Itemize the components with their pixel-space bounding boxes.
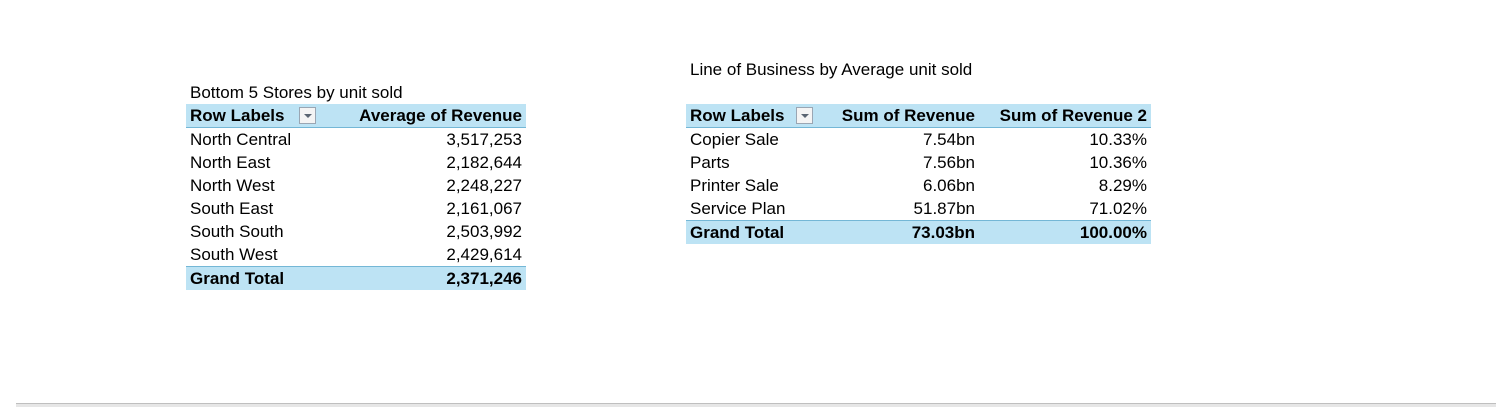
table-row: Parts 7.56bn 10.36% <box>686 151 1151 174</box>
pivot-table-right: Row Labels Sum of Revenue Sum of Revenue… <box>686 104 1151 244</box>
row-label: North East <box>190 153 271 172</box>
row-value: 2,182,644 <box>446 153 522 172</box>
table-row: Service Plan 51.87bn 71.02% <box>686 197 1151 221</box>
row-value-percent: 10.36% <box>1089 153 1147 172</box>
row-value: 2,429,614 <box>446 245 522 264</box>
row-value-percent: 8.29% <box>1098 176 1147 195</box>
row-value: 51.87bn <box>913 199 975 218</box>
table-row: Copier Sale 7.54bn 10.33% <box>686 128 1151 152</box>
grand-total-value: 2,371,246 <box>320 266 526 290</box>
sum-revenue-header: Sum of Revenue <box>817 104 979 128</box>
row-label: Printer Sale <box>690 176 779 195</box>
row-label: Parts <box>690 153 730 172</box>
table-row: North West 2,248,227 <box>186 174 526 197</box>
row-value-percent: 10.33% <box>1089 130 1147 149</box>
row-value: 3,517,253 <box>446 130 522 149</box>
row-value: 2,248,227 <box>446 176 522 195</box>
value-header: Average of Revenue <box>320 104 526 128</box>
table-row: North Central 3,517,253 <box>186 128 526 152</box>
chevron-down-icon[interactable] <box>299 107 316 124</box>
row-value: 7.54bn <box>923 130 975 149</box>
row-label: Service Plan <box>690 199 786 218</box>
row-label: North West <box>190 176 275 195</box>
horizontal-scrollbar[interactable] <box>16 403 1496 407</box>
pivot-header-row: Row Labels Sum of Revenue Sum of Revenue… <box>686 104 1151 128</box>
pivot-table-left: Row Labels Average of Revenue North Cent… <box>186 104 526 290</box>
grand-total-value: 73.03bn <box>817 220 979 244</box>
pivot-left-caption: Bottom 5 Stores by unit sold <box>190 83 403 102</box>
table-row: South East 2,161,067 <box>186 197 526 220</box>
pivot-header-row: Row Labels Average of Revenue <box>186 104 526 128</box>
table-row: South West 2,429,614 <box>186 243 526 267</box>
row-value: 7.56bn <box>923 153 975 172</box>
grand-total-label: Grand Total <box>186 266 320 290</box>
table-row: Printer Sale 6.06bn 8.29% <box>686 174 1151 197</box>
row-label: South West <box>190 245 278 264</box>
pivot-right-caption: Line of Business by Average unit sold <box>690 60 973 79</box>
row-value: 6.06bn <box>923 176 975 195</box>
row-label: Copier Sale <box>690 130 779 149</box>
row-label: South South <box>190 222 284 241</box>
chevron-down-icon[interactable] <box>796 107 813 124</box>
row-labels-header: Row Labels <box>686 104 817 128</box>
row-label: North Central <box>190 130 292 149</box>
grand-total-row: Grand Total 73.03bn 100.00% <box>686 220 1151 244</box>
grand-total-row: Grand Total 2,371,246 <box>186 266 526 290</box>
row-labels-header-text: Row Labels <box>690 106 785 125</box>
row-value-percent: 71.02% <box>1089 199 1147 218</box>
row-value: 2,161,067 <box>446 199 522 218</box>
row-labels-header: Row Labels <box>186 104 320 128</box>
table-row: South South 2,503,992 <box>186 220 526 243</box>
sum-revenue-2-header: Sum of Revenue 2 <box>979 104 1151 128</box>
row-labels-header-text: Row Labels <box>190 106 285 125</box>
grand-total-percent: 100.00% <box>979 220 1151 244</box>
row-value: 2,503,992 <box>446 222 522 241</box>
grand-total-label: Grand Total <box>686 220 817 244</box>
table-row: North East 2,182,644 <box>186 151 526 174</box>
row-label: South East <box>190 199 274 218</box>
